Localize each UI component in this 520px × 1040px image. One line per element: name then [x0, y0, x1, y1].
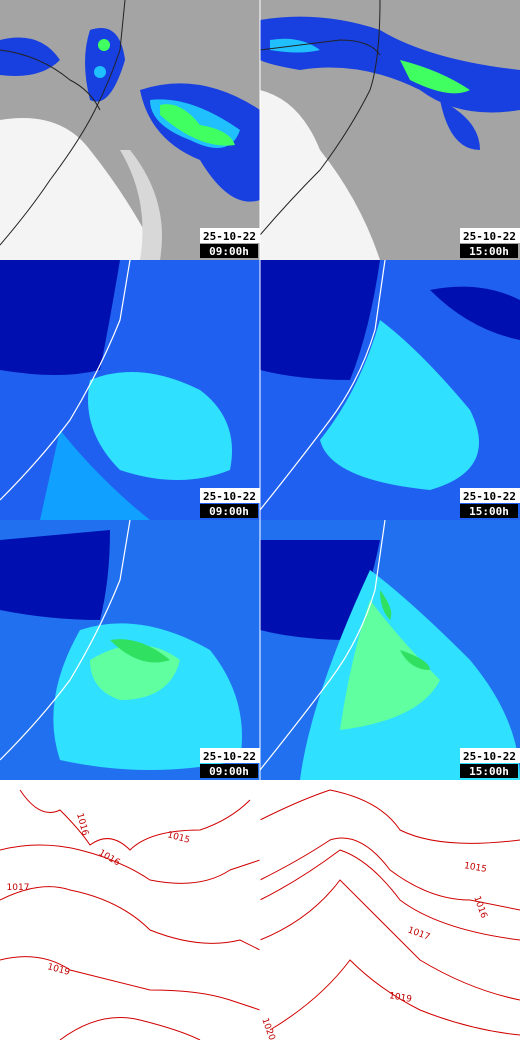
wind-map — [0, 260, 260, 520]
precip-map — [0, 0, 260, 260]
time-stamp: 25-10-22 15:00h — [460, 488, 520, 518]
time-stamp: 25-10-22 15:00h — [460, 748, 520, 778]
date-box — [460, 228, 520, 243]
date-label: 25-10-22 — [463, 230, 516, 243]
date-label: 25-10-22 — [203, 750, 256, 763]
date-box — [200, 748, 260, 763]
time-label: 09:00h — [209, 505, 249, 518]
time-box — [200, 504, 258, 518]
isobar-label: 1015 — [166, 830, 191, 846]
time-label: 15:00h — [469, 765, 509, 778]
time-box — [200, 764, 258, 778]
time-box — [460, 764, 518, 778]
wind-map — [260, 260, 520, 520]
isobar-label: 1019 — [388, 991, 413, 1005]
isobar-label: 1015 — [463, 861, 487, 875]
time-box — [460, 244, 518, 258]
isobar-label: 1017 — [406, 926, 431, 943]
time-stamp: 25-10-22 09:00h — [200, 488, 260, 518]
date-box — [200, 488, 260, 503]
time-stamp: 25-10-22 15:00h — [460, 228, 520, 258]
date-label: 25-10-22 — [203, 490, 256, 503]
gust-map — [0, 520, 260, 780]
time-box — [460, 504, 518, 518]
date-box — [200, 228, 260, 243]
gust-map — [260, 520, 520, 780]
date-label: 25-10-22 — [463, 750, 516, 763]
isobar-label: 1019 — [46, 962, 71, 978]
precip-map — [260, 0, 520, 260]
time-label: 15:00h — [469, 505, 509, 518]
isobar-map — [0, 789, 520, 1040]
isobar-label: 1020 — [259, 1017, 276, 1040]
isobar-label: 1016 — [471, 895, 488, 920]
isobar-label: 1016 — [97, 848, 122, 868]
time-label: 09:00h — [209, 765, 249, 778]
date-box — [460, 748, 520, 763]
date-box — [460, 488, 520, 503]
time-box — [200, 244, 258, 258]
isobar-label: 1017 — [7, 883, 30, 893]
time-label: 15:00h — [469, 245, 509, 258]
time-stamp: 25-10-22 09:00h — [200, 748, 260, 778]
date-label: 25-10-22 — [463, 490, 516, 503]
date-label: 25-10-22 — [203, 230, 256, 243]
time-label: 09:00h — [209, 245, 249, 258]
time-stamp: 25-10-22 09:00h — [200, 228, 260, 258]
isobar-label: 1016 — [74, 812, 90, 837]
